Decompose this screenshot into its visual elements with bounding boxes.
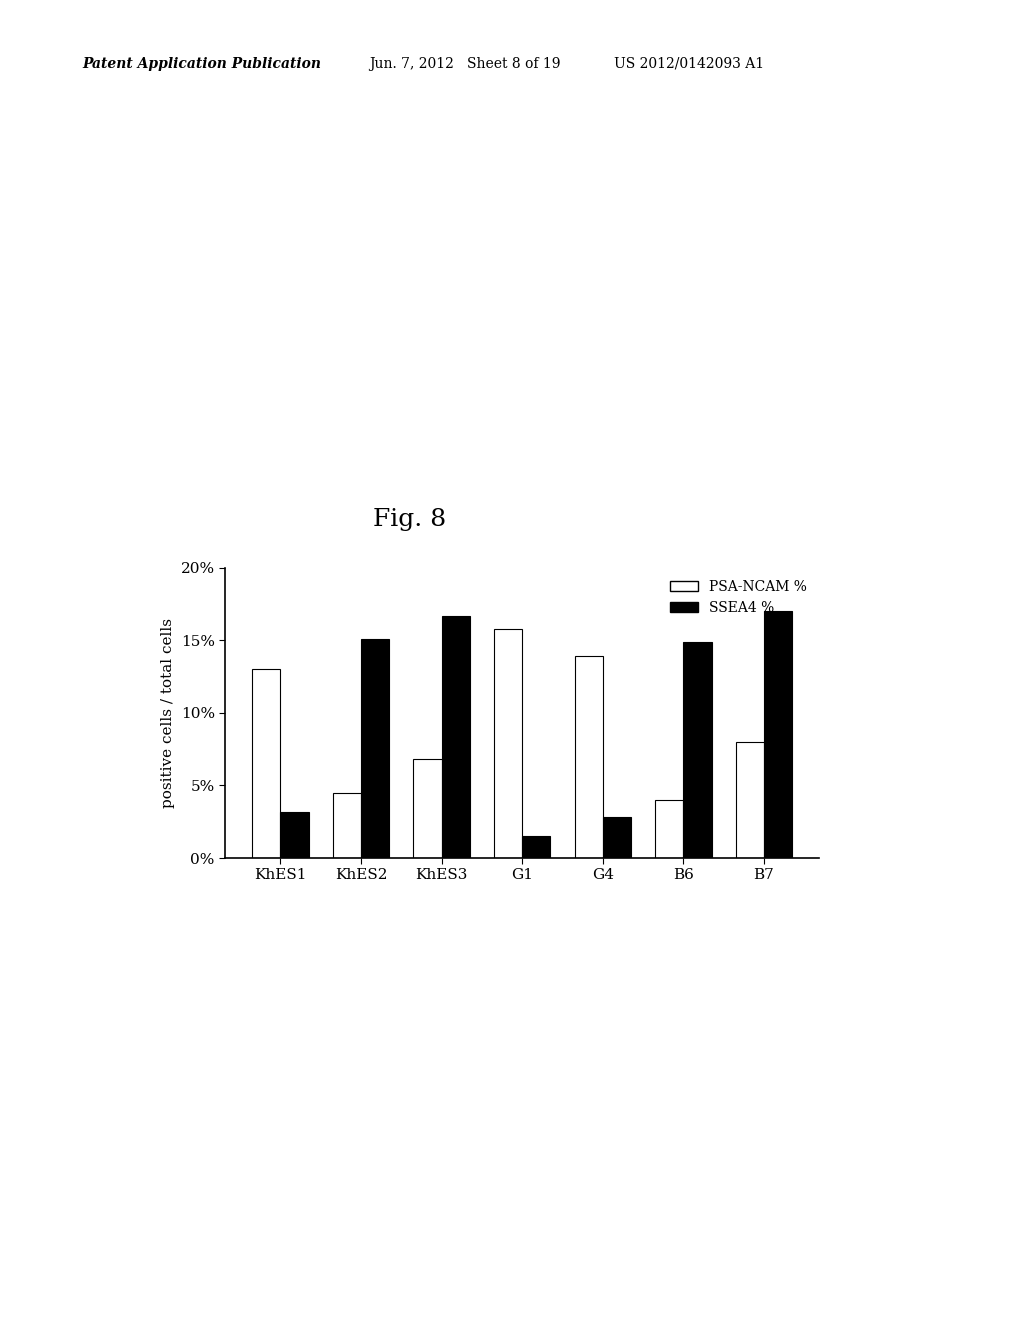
Bar <box>441 615 470 858</box>
Bar <box>603 817 631 858</box>
Bar <box>522 837 551 858</box>
Bar <box>333 792 361 858</box>
Bar <box>414 759 441 858</box>
Text: Fig. 8: Fig. 8 <box>373 508 446 531</box>
Bar <box>494 628 522 858</box>
Text: US 2012/0142093 A1: US 2012/0142093 A1 <box>614 57 765 71</box>
Bar <box>252 669 281 858</box>
Bar <box>655 800 683 858</box>
Bar <box>574 656 603 858</box>
Bar <box>281 812 308 858</box>
Text: Jun. 7, 2012   Sheet 8 of 19: Jun. 7, 2012 Sheet 8 of 19 <box>369 57 560 71</box>
Legend: PSA-NCAM %, SSEA4 %: PSA-NCAM %, SSEA4 % <box>665 574 812 620</box>
Bar <box>361 639 389 858</box>
Bar <box>736 742 764 858</box>
Bar <box>683 642 712 858</box>
Bar <box>764 611 793 858</box>
Y-axis label: positive cells / total cells: positive cells / total cells <box>161 618 175 808</box>
Text: Patent Application Publication: Patent Application Publication <box>82 57 321 71</box>
